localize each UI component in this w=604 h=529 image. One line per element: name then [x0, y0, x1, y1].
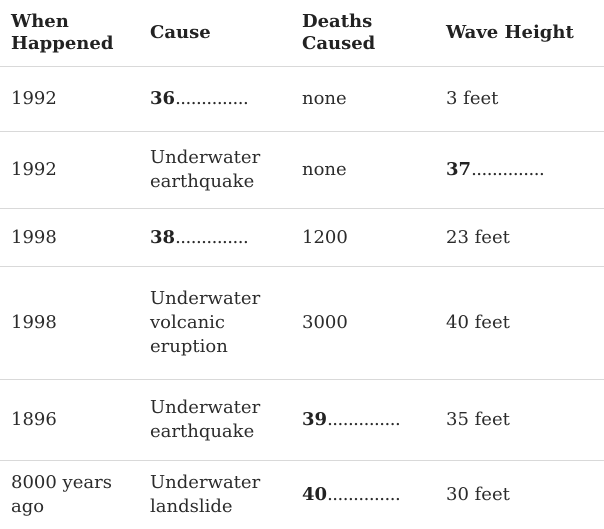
question-number: 36	[150, 88, 176, 109]
deaths-cell: none	[302, 132, 437, 208]
when-line: ago	[11, 496, 45, 517]
when-line: 1896	[11, 409, 57, 430]
when-line: 1992	[11, 159, 57, 180]
deaths-cell: 40..............	[302, 461, 437, 529]
question-number: 39	[302, 409, 328, 430]
wave-value: 30 feet	[446, 484, 510, 505]
deaths-value: 3000	[302, 312, 348, 333]
deaths-cell: none	[302, 67, 437, 131]
row-divider	[0, 131, 604, 132]
cause-line: earthquake	[150, 171, 255, 192]
when-line: 1998	[11, 312, 57, 333]
answer-dots: ..............	[175, 226, 249, 248]
row-divider	[0, 379, 604, 380]
answer-dots: ..............	[327, 484, 401, 505]
when-cell: 1998	[11, 209, 136, 266]
cause-cell: 38..............	[150, 209, 290, 266]
cause-line: landslide	[150, 496, 233, 517]
question-blank[interactable]: 38..............	[150, 226, 290, 250]
when-cell: 8000 years ago	[11, 461, 136, 529]
wave-cell: 30 feet	[446, 461, 596, 529]
question-blank[interactable]: 40..............	[302, 483, 437, 507]
wave-cell: 3 feet	[446, 67, 596, 131]
cause-line: eruption	[150, 336, 228, 357]
wave-cell: 37..............	[446, 132, 596, 208]
cause-cell: Underwater earthquake	[150, 132, 290, 208]
header-deaths-line-2: Caused	[302, 33, 376, 54]
wave-cell: 40 feet	[446, 267, 596, 379]
cause-line: Underwater	[150, 472, 261, 493]
header-when-line-1: When	[11, 11, 69, 32]
answer-dots: ..............	[327, 409, 401, 430]
question-number: 37	[446, 159, 472, 180]
header-when-line-2: Happened	[11, 33, 114, 54]
deaths-value: 1200	[302, 226, 348, 248]
deaths-cell: 39..............	[302, 380, 437, 460]
wave-value: 23 feet	[446, 226, 510, 248]
cause-cell: Underwater volcanic eruption	[150, 267, 290, 379]
question-number: 40	[302, 484, 328, 505]
when-line: 1998	[11, 226, 57, 248]
deaths-cell: 1200	[302, 209, 437, 266]
header-deaths-line-1: Deaths	[302, 11, 373, 32]
wave-value: 40 feet	[446, 312, 510, 333]
when-cell: 1998	[11, 267, 136, 379]
answer-dots: ..............	[471, 159, 545, 180]
row-divider	[0, 460, 604, 461]
header-cause: Cause	[150, 22, 211, 43]
question-number: 38	[150, 226, 176, 248]
header-wave-height: Wave Height	[446, 22, 574, 43]
when-line: 8000 years	[11, 472, 112, 493]
wave-cell: 23 feet	[446, 209, 596, 266]
question-blank[interactable]: 37..............	[446, 158, 596, 182]
deaths-value: none	[302, 159, 347, 180]
when-cell: 1992	[11, 132, 136, 208]
header-when-happened: When Happened	[11, 6, 136, 60]
header-deaths-caused: Deaths Caused	[302, 6, 437, 60]
when-cell: 1896	[11, 380, 136, 460]
row-divider	[0, 208, 604, 209]
when-line: 1992	[11, 88, 57, 109]
row-divider	[0, 266, 604, 267]
wave-cell: 35 feet	[446, 380, 596, 460]
question-blank[interactable]: 36..............	[150, 87, 290, 111]
cause-line: Underwater	[150, 147, 261, 168]
wave-value: 35 feet	[446, 409, 510, 430]
cause-line: Underwater	[150, 397, 261, 418]
when-cell: 1992	[11, 67, 136, 131]
row-divider	[0, 66, 604, 67]
deaths-cell: 3000	[302, 267, 437, 379]
answer-dots: ..............	[175, 88, 249, 109]
cause-line: earthquake	[150, 421, 255, 442]
cause-line: volcanic	[150, 312, 226, 333]
question-blank[interactable]: 39..............	[302, 408, 437, 432]
cause-line: Underwater	[150, 288, 261, 309]
wave-value: 3 feet	[446, 88, 499, 109]
cause-cell: Underwater landslide	[150, 461, 290, 529]
deaths-value: none	[302, 88, 347, 109]
cause-cell: 36..............	[150, 67, 290, 131]
cause-cell: Underwater earthquake	[150, 380, 290, 460]
